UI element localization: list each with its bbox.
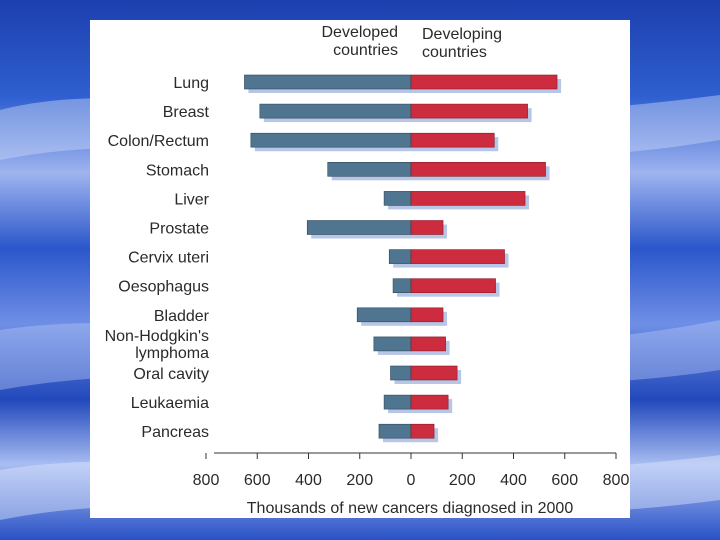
bar-developed-liver bbox=[383, 191, 412, 206]
category-label-non-hodgkin-s-lymphoma-line1: Non-Hodgkin's bbox=[105, 328, 209, 345]
category-labels: Lung Breast Colon/Rectum Stomach Liver Prosta… bbox=[105, 75, 210, 441]
bar-developing-cervix-uteri bbox=[410, 249, 505, 264]
chart-panel: Developed countries Developing countries… bbox=[90, 20, 630, 518]
bar-developed-breast bbox=[259, 103, 412, 119]
category-label-stomach: Stomach bbox=[146, 162, 209, 179]
bar-developing-prostate bbox=[410, 220, 444, 235]
bar-developing-lung bbox=[410, 74, 558, 90]
bar-developing-pancreas bbox=[410, 423, 435, 439]
bar-developing-bladder bbox=[410, 307, 444, 323]
bar-developing-colon-rectum bbox=[410, 132, 495, 148]
bar-developing-liver bbox=[410, 191, 526, 206]
bar-developed-stomach bbox=[327, 162, 412, 177]
category-label-cervix-uteri: Cervix uteri bbox=[128, 250, 209, 267]
legend-developing-line1: Developing bbox=[422, 26, 502, 43]
x-tick-label-7: 600 bbox=[551, 472, 578, 489]
x-tick-label-2: 400 bbox=[295, 472, 322, 489]
bar-developing-stomach bbox=[410, 162, 546, 177]
bar-developed-lung bbox=[244, 74, 412, 90]
bar-developed-pancreas bbox=[378, 423, 412, 439]
x-tick-label-1: 600 bbox=[244, 472, 271, 489]
bar-developing-oesophagus bbox=[410, 278, 496, 294]
x-ticks: 800 600 400 200 0 200 400 600 800 bbox=[193, 453, 630, 489]
legend: Developed countries Developing countries bbox=[322, 24, 503, 61]
category-label-breast: Breast bbox=[163, 104, 210, 121]
legend-developed-line2: countries bbox=[333, 42, 398, 59]
x-tick-label-8: 800 bbox=[603, 472, 630, 489]
bar-developed-leukaemia bbox=[383, 394, 412, 410]
category-label-oral-cavity: Oral cavity bbox=[133, 366, 209, 383]
legend-developed-line1: Developed bbox=[322, 24, 399, 41]
bar-developing-breast bbox=[410, 103, 528, 119]
bar-developing-non-hodgkin-s-lymphoma bbox=[410, 336, 446, 352]
bar-developed-cervix-uteri bbox=[388, 249, 412, 264]
category-label-liver: Liver bbox=[174, 191, 209, 208]
x-tick-label-0: 800 bbox=[193, 472, 220, 489]
category-label-colon-rectum: Colon/Rectum bbox=[108, 133, 209, 150]
category-label-leukaemia: Leukaemia bbox=[131, 395, 209, 412]
bar-developed-non-hodgkin-s-lymphoma bbox=[373, 336, 412, 352]
category-label-non-hodgkin-s-lymphoma-line2: lymphoma bbox=[135, 345, 209, 362]
x-tick-label-6: 400 bbox=[500, 472, 527, 489]
category-label-prostate: Prostate bbox=[149, 221, 209, 238]
x-tick-label-3: 200 bbox=[346, 472, 373, 489]
bars-layer bbox=[244, 74, 562, 443]
category-label-oesophagus: Oesophagus bbox=[118, 279, 209, 296]
bar-developed-oral-cavity bbox=[390, 365, 412, 381]
category-label-lung: Lung bbox=[173, 75, 209, 92]
x-tick-label-5: 200 bbox=[449, 472, 476, 489]
category-label-pancreas: Pancreas bbox=[141, 424, 209, 441]
x-axis-label: Thousands of new cancers diagnosed in 20… bbox=[247, 500, 574, 517]
bar-developed-oesophagus bbox=[392, 278, 412, 294]
chart: Developed countries Developing countries… bbox=[105, 24, 630, 517]
bar-developed-colon-rectum bbox=[250, 132, 412, 148]
category-label-bladder: Bladder bbox=[154, 308, 210, 325]
bar-developed-prostate bbox=[306, 220, 412, 235]
bar-developing-oral-cavity bbox=[410, 365, 458, 381]
legend-developing-line2: countries bbox=[422, 44, 487, 61]
x-tick-label-4: 0 bbox=[407, 472, 416, 489]
bar-developed-bladder bbox=[356, 307, 412, 323]
bar-developing-leukaemia bbox=[410, 394, 449, 410]
